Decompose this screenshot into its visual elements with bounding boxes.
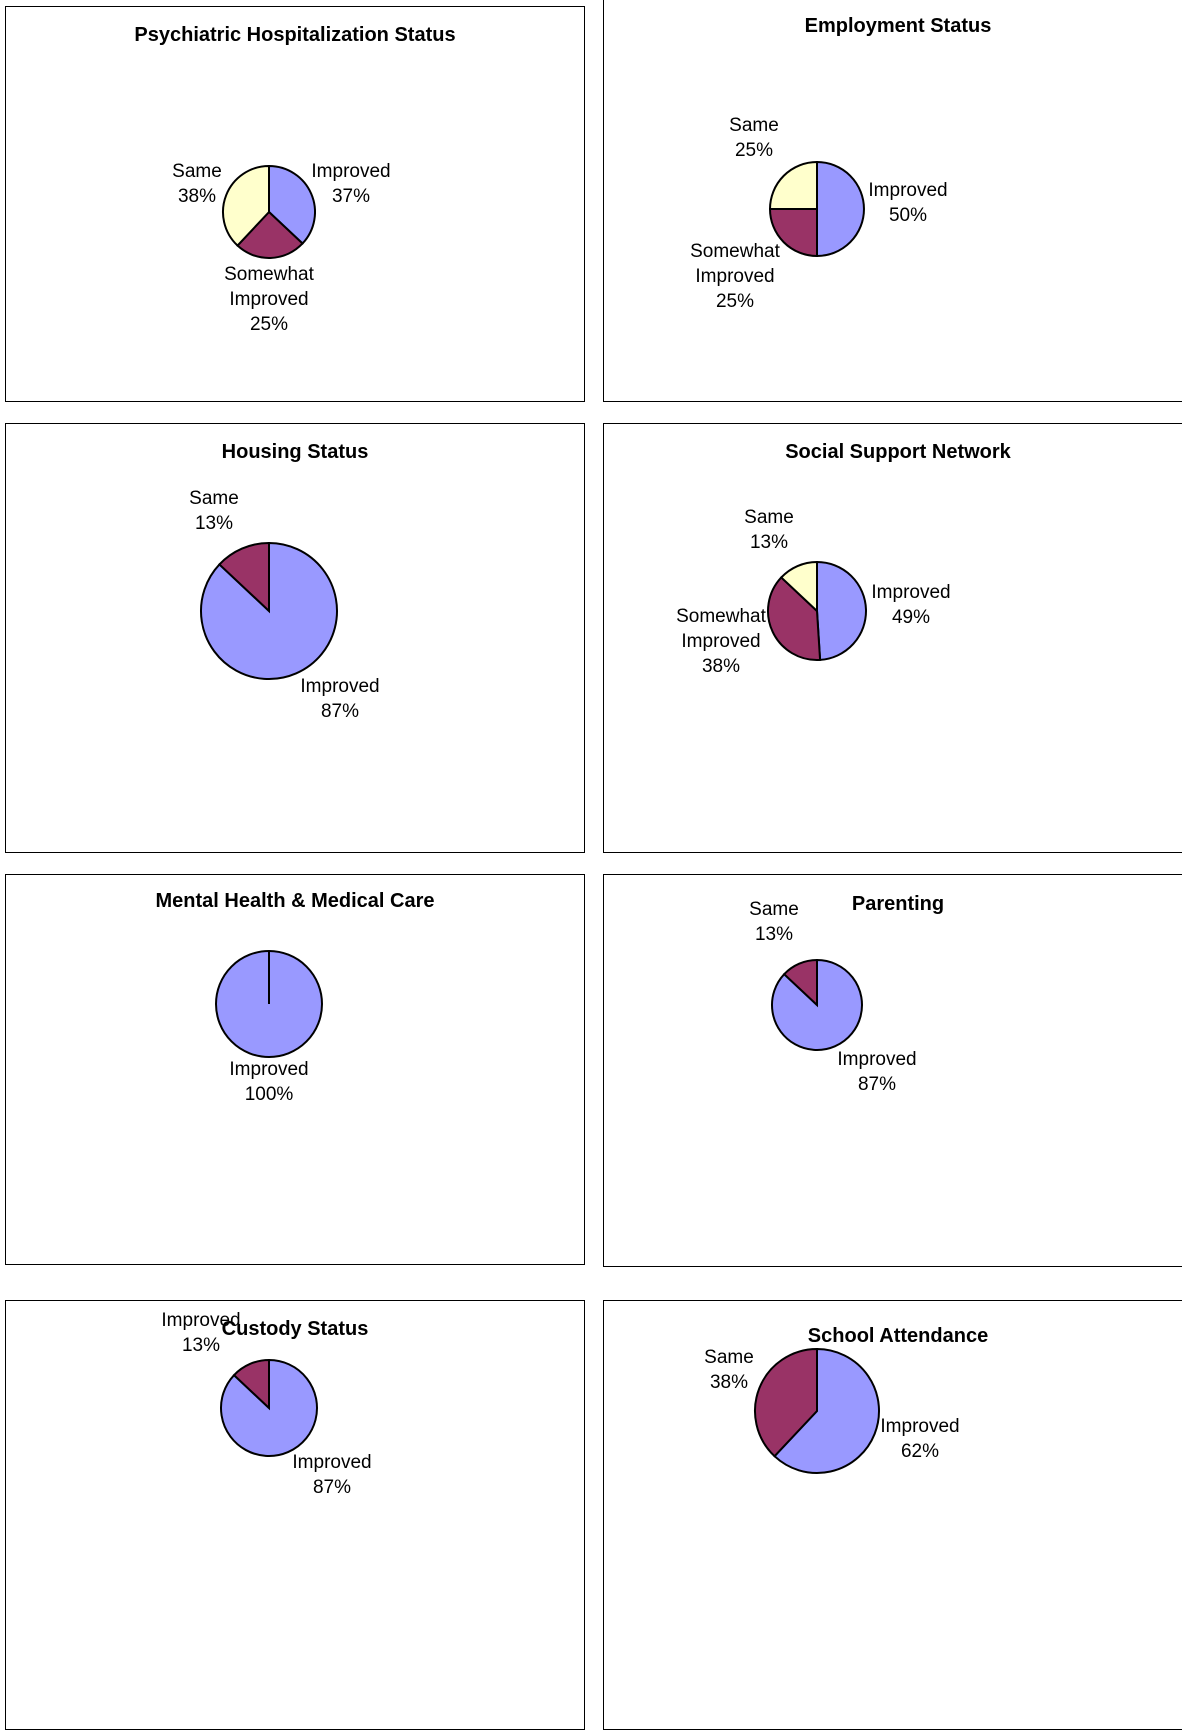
pie-slice [782,958,818,1008]
pie-slice [236,210,304,259]
data-label: Improved 87% [292,1452,371,1498]
chart-title: Housing Status [221,441,369,463]
pie-slice [773,1347,880,1474]
data-label: Improved 50% [868,180,947,226]
data-label: Same 25% [729,115,779,161]
data-label: Somewhat Improved 25% [690,241,780,312]
pie-chart-school-attendance: Improved 62% Same 38% [704,1347,960,1474]
chart-panel-3: Social Support Network Improved 49% Somewh… [603,423,1182,853]
data-label: Somewhat Improved 25% [224,264,314,335]
pie-slice [767,576,822,661]
data-label: Same 13% [749,899,799,945]
data-label: Same 13% [189,488,239,534]
chart-title: Custody Status [221,1318,369,1340]
pie-slice [268,164,316,245]
chart-panel-7: School Attendance Improved 62% Same 38% [603,1300,1182,1730]
pie-slice [232,1358,270,1411]
data-label: Improved 87% [300,676,379,722]
chart-title: Employment Status [804,15,992,37]
pie-slice [754,1347,818,1458]
pie-slice [816,560,867,661]
pie-slice [222,164,270,247]
pie-chart-parenting: Improved 87% Same 13% [749,899,916,1095]
data-label: Same 38% [704,1347,754,1393]
data-label: Somewhat Improved 38% [676,606,766,677]
chart-title: Parenting [851,893,945,915]
chart-title: Psychiatric Hospitalization Status [134,24,456,46]
data-label: Same 13% [744,507,794,553]
data-label: Improved 87% [837,1049,916,1095]
pie-chart-mental-health: Improved 100% [215,950,323,1105]
chart-panel-2: Housing Status Improved 87% Same 13% [5,423,585,853]
chart-title: Social Support Network [785,441,1011,463]
pie-slice [768,160,818,210]
chart-title: Mental Health & Medical Care [155,890,435,912]
pie-slice [816,160,865,258]
data-label: Improved 37% [311,161,390,207]
chart-panel-4: Mental Health & Medical Care Improved 100… [5,874,585,1265]
chart-panel-1: Employment Status Improved 50% Somewhat Imp… [603,0,1182,402]
chart-title: School Attendance [807,1325,989,1347]
chart-panel-0: Psychiatric Hospitalization Status Impro… [5,6,585,402]
pie-chart-psychiatric: Improved 37% Somewhat Improved 25% Same 38% [172,161,390,335]
chart-panel-5: Parenting Improved 87% Same 13% [603,874,1182,1267]
pie-chart-housing: Improved 87% Same 13% [189,488,379,722]
data-label: Same 38% [172,161,222,207]
pie-slice [218,541,270,614]
pie-chart-social-support: Improved 49% Somewhat Improved 38% Same 13% [676,507,950,677]
data-label: SomewhatImproved13% [156,1301,246,1356]
data-label: Improved 49% [871,582,950,628]
pie-slice [768,208,818,258]
data-label: Improved 62% [880,1416,959,1462]
pie-slice [779,560,818,614]
pie-chart-employment: Improved 50% Somewhat Improved 25% Same 25% [690,115,947,312]
data-label: Improved 100% [229,1059,308,1105]
